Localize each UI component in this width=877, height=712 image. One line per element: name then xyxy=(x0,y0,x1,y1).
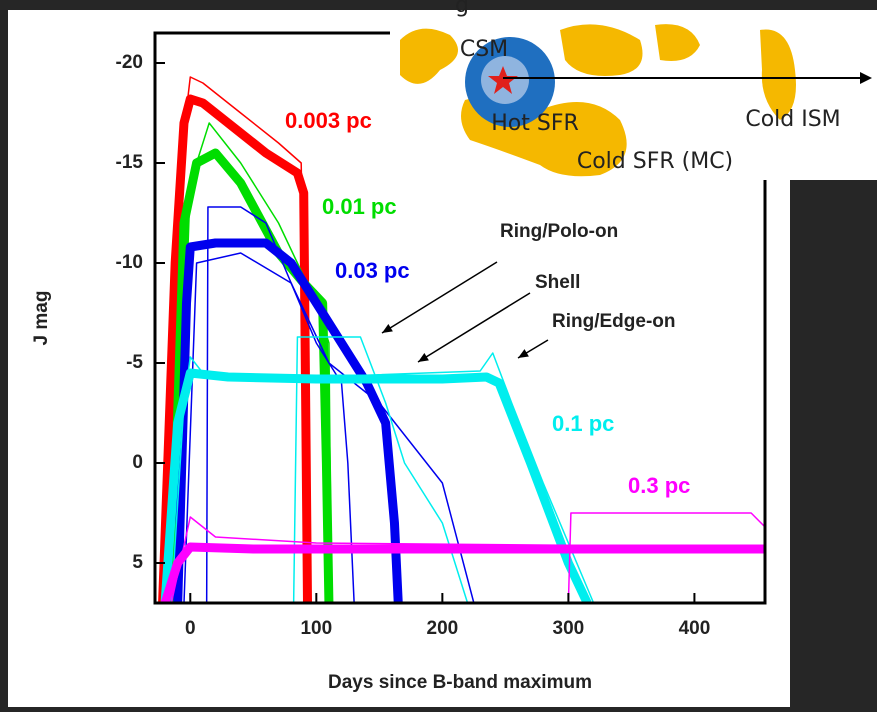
annotation: Ring/Edge-on xyxy=(552,311,675,332)
inset-label: CSM xyxy=(460,37,508,62)
x-tick-label: 300 xyxy=(553,618,585,639)
y-axis-label: J mag xyxy=(31,291,52,346)
series-label: 0.1 pc xyxy=(552,411,614,436)
series-label: 0.003 pc xyxy=(285,108,372,133)
x-tick-label: 200 xyxy=(427,618,459,639)
inset-label: Cold SFR (MC) xyxy=(577,149,733,174)
y-tick-label: -5 xyxy=(126,352,143,373)
annotation: Ring/Polo-on xyxy=(500,221,618,242)
chart: Days since B-band maximum J mag 0 100 200 3… xyxy=(0,0,877,707)
y-tick-label: 0 xyxy=(132,452,143,473)
y-tick-label: -20 xyxy=(116,52,143,73)
y-tick-label: 5 xyxy=(132,552,143,573)
x-tick-label: 100 xyxy=(300,618,332,639)
series-label: 0.01 pc xyxy=(322,194,397,219)
y-tick-label: -10 xyxy=(116,252,143,273)
inset-label: Hot SFR xyxy=(491,111,579,136)
x-tick-label: 0 xyxy=(185,618,196,639)
x-tick-label: 400 xyxy=(679,618,711,639)
inset-label: g xyxy=(455,0,469,18)
page: {"chart_data": {"type": "line", "xlabel"… xyxy=(0,0,877,707)
inset-label: Cold ISM xyxy=(745,107,840,132)
annotation: Shell xyxy=(535,272,580,293)
inset: g CSM Hot SFR Cold ISM Cold SFR (MC) xyxy=(390,0,877,180)
series-label: 0.3 pc xyxy=(628,473,690,498)
series-label: 0.03 pc xyxy=(335,258,410,283)
y-tick-label: -15 xyxy=(116,152,144,173)
x-axis-label: Days since B-band maximum xyxy=(328,672,592,693)
